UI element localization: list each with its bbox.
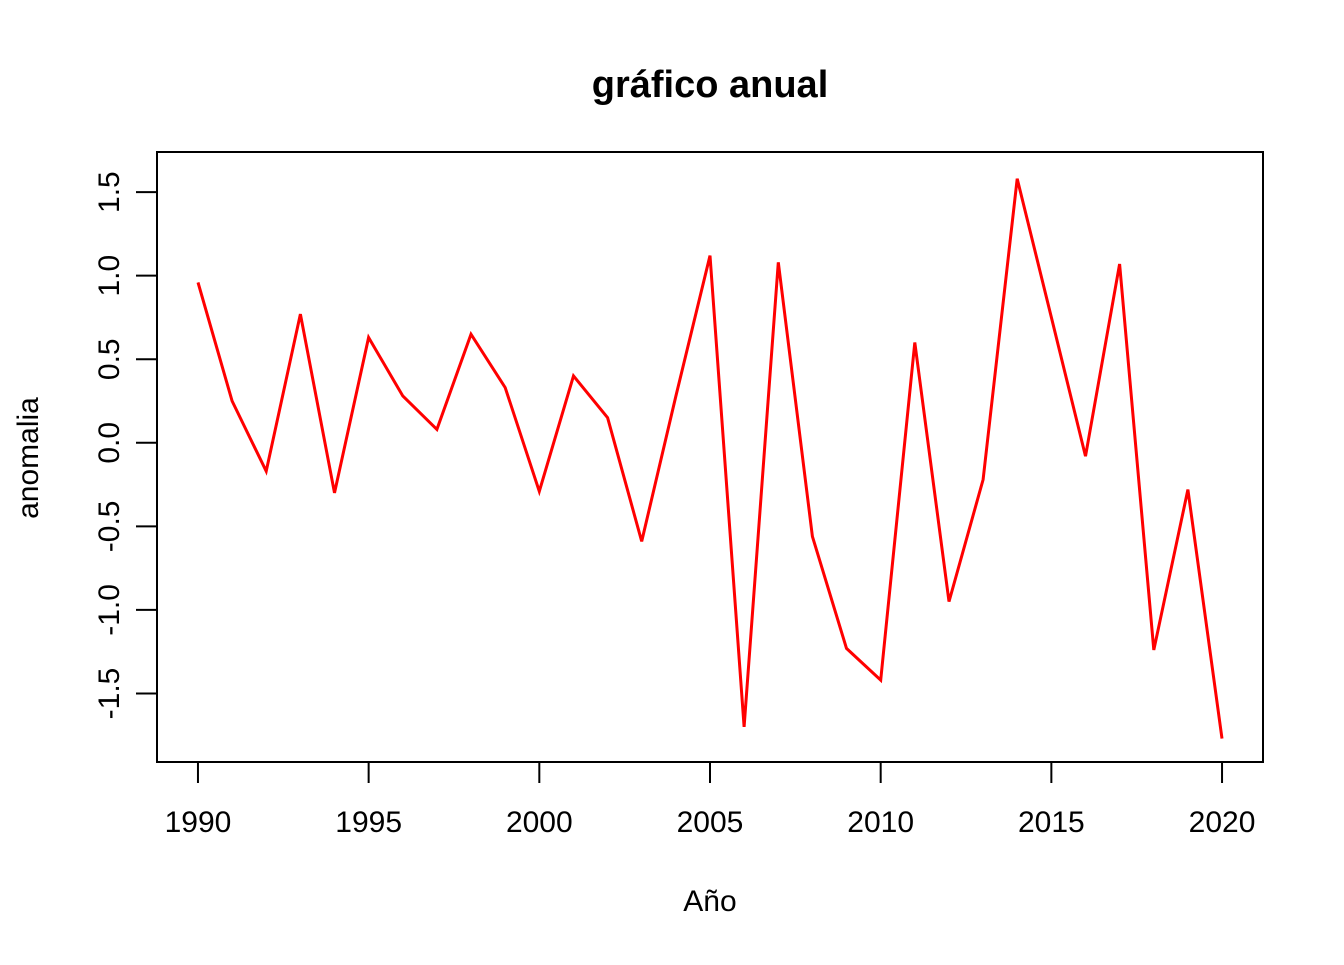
x-tick-label: 2015: [1018, 806, 1085, 839]
y-tick-label: 0.5: [93, 338, 126, 380]
plot-area-border: [156, 151, 1264, 763]
y-tick-label: -1.0: [93, 584, 126, 636]
x-tick-label: 1990: [165, 806, 232, 839]
y-axis: -1.5 -1.0 -0.5 0.0 0.5 1.0 1.5: [93, 171, 157, 719]
y-tick-label: -0.5: [93, 501, 126, 553]
x-tick-label: 2000: [506, 806, 573, 839]
y-tick-label: 1.5: [93, 171, 126, 213]
y-tick-label: 1.0: [93, 255, 126, 297]
chart-title: gráfico anual: [592, 64, 829, 106]
x-axis: 1990 1995 2000 2005 2010 2015 2020: [165, 762, 1256, 839]
y-axis-label: anomalia: [12, 397, 45, 519]
y-tick-label: 0.0: [93, 422, 126, 464]
x-axis-label: Año: [683, 885, 736, 918]
y-tick-label: -1.5: [93, 668, 126, 720]
x-tick-label: 1995: [335, 806, 402, 839]
x-tick-label: 2010: [847, 806, 914, 839]
x-tick-label: 2005: [677, 806, 744, 839]
x-tick-label: 2020: [1189, 806, 1256, 839]
anomaly-line-series: [196, 178, 1224, 739]
